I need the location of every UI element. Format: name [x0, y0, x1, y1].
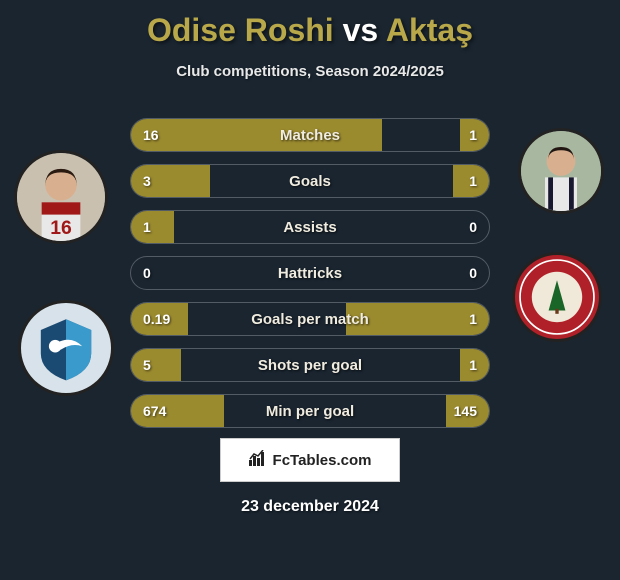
stat-row: 5 Shots per goal 1 [130, 348, 490, 382]
stat-value-right: 145 [454, 403, 477, 419]
stat-label: Matches [280, 127, 340, 144]
stat-row: 1 Assists 0 [130, 210, 490, 244]
stat-label: Goals [289, 173, 331, 190]
stat-row: 674 Min per goal 145 [130, 394, 490, 428]
stat-label: Hattricks [278, 265, 342, 282]
player1-name: Odise Roshi [147, 12, 334, 48]
stat-value-left: 1 [143, 219, 151, 235]
stat-value-left: 0.19 [143, 311, 170, 327]
stat-value-left: 5 [143, 357, 151, 373]
stat-row: 3 Goals 1 [130, 164, 490, 198]
stat-bar-left [131, 349, 181, 381]
site-logo-text: FcTables.com [273, 452, 372, 469]
stat-row: 0 Hattricks 0 [130, 256, 490, 290]
stat-label: Assists [283, 219, 336, 236]
stat-row: 16 Matches 1 [130, 118, 490, 152]
player1-avatar: 16 [14, 150, 108, 244]
svg-text:16: 16 [50, 217, 72, 239]
stat-label: Goals per match [251, 311, 369, 328]
stat-value-right: 1 [469, 127, 477, 143]
comparison-title: Odise Roshi vs Aktaş [0, 0, 620, 49]
stat-bar-left [131, 211, 174, 243]
stat-label: Shots per goal [258, 357, 362, 374]
stat-value-right: 1 [469, 173, 477, 189]
date-text: 23 december 2024 [241, 498, 379, 516]
stat-value-right: 1 [469, 311, 477, 327]
stat-row: 0.19 Goals per match 1 [130, 302, 490, 336]
stat-bar-left [131, 119, 382, 151]
player2-club-logo [512, 252, 602, 342]
player2-name: Aktaş [386, 12, 473, 48]
player1-club-logo [18, 300, 114, 396]
stat-value-left: 0 [143, 265, 151, 281]
vs-text: vs [343, 12, 379, 48]
site-logo[interactable]: FcTables.com [220, 438, 400, 482]
stat-value-right: 0 [469, 265, 477, 281]
stat-label: Min per goal [266, 403, 354, 420]
stat-value-right: 0 [469, 219, 477, 235]
stats-container: 16 Matches 1 3 Goals 1 1 Assists 0 0 Hat… [130, 118, 490, 440]
stat-value-left: 3 [143, 173, 151, 189]
chart-icon [249, 450, 267, 471]
stat-value-left: 674 [143, 403, 166, 419]
subtitle: Club competitions, Season 2024/2025 [0, 63, 620, 80]
stat-value-right: 1 [469, 357, 477, 373]
player2-avatar [518, 128, 604, 214]
stat-value-left: 16 [143, 127, 159, 143]
